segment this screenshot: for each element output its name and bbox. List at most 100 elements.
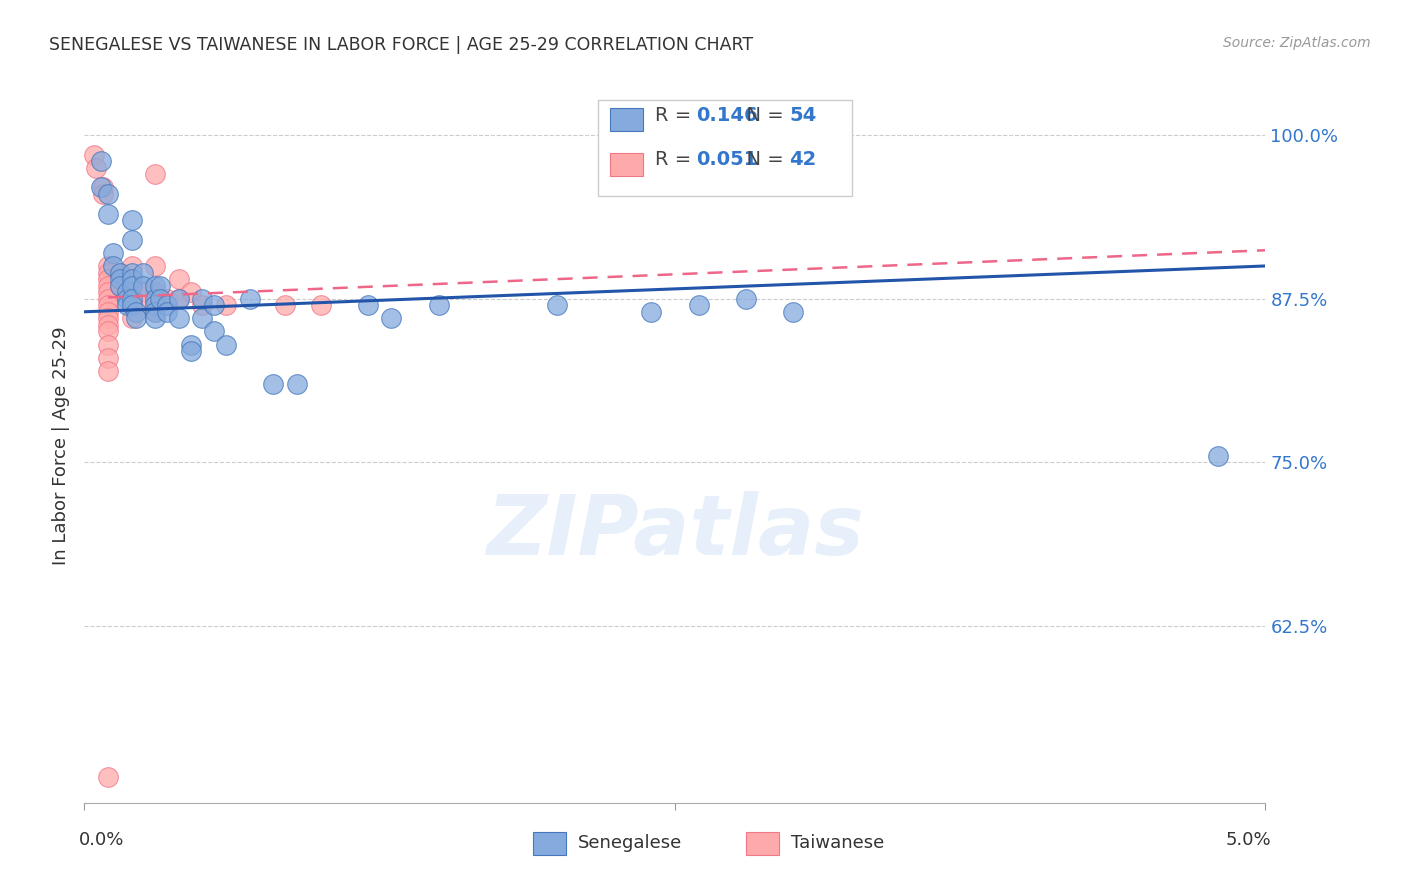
Point	[132, 285, 155, 300]
Text: 0.0%: 0.0%	[79, 831, 124, 849]
Point	[97, 266, 120, 280]
Text: 0.146: 0.146	[696, 106, 758, 125]
Point	[121, 292, 143, 306]
Point	[191, 292, 214, 306]
Point	[215, 337, 238, 351]
Point	[132, 278, 155, 293]
Point	[115, 292, 138, 306]
Point	[91, 186, 114, 201]
Point	[546, 298, 568, 312]
Point	[121, 298, 143, 312]
FancyBboxPatch shape	[610, 109, 643, 131]
Point	[167, 272, 190, 286]
Text: 42: 42	[789, 151, 817, 169]
Text: Source: ZipAtlas.com: Source: ZipAtlas.com	[1223, 36, 1371, 50]
Point	[357, 298, 380, 312]
Point	[97, 259, 120, 273]
Point	[121, 272, 143, 286]
FancyBboxPatch shape	[533, 832, 567, 855]
Point	[149, 292, 172, 306]
Point	[90, 154, 112, 169]
Point	[156, 298, 179, 312]
Point	[108, 272, 131, 286]
Text: R =: R =	[655, 151, 697, 169]
Point	[121, 266, 143, 280]
FancyBboxPatch shape	[745, 832, 779, 855]
Text: 0.051: 0.051	[696, 151, 758, 169]
Point	[1206, 449, 1229, 463]
Point	[97, 292, 120, 306]
Point	[132, 266, 155, 280]
Y-axis label: In Labor Force | Age 25-29: In Labor Force | Age 25-29	[52, 326, 70, 566]
Text: Senegalese: Senegalese	[578, 835, 682, 853]
Point	[167, 292, 190, 306]
Point	[97, 364, 120, 378]
Point	[97, 770, 120, 784]
Point	[121, 233, 143, 247]
Point	[180, 337, 202, 351]
Point	[97, 278, 120, 293]
Point	[143, 285, 166, 300]
Point	[143, 278, 166, 293]
Point	[143, 305, 166, 319]
Point	[274, 298, 297, 312]
Point	[156, 305, 179, 319]
Point	[688, 298, 710, 312]
Point	[97, 311, 120, 326]
Point	[97, 318, 120, 332]
Point	[782, 305, 804, 319]
Point	[91, 180, 114, 194]
Point	[640, 305, 662, 319]
Point	[285, 376, 308, 391]
Point	[143, 259, 166, 273]
Point	[143, 167, 166, 181]
Point	[309, 298, 332, 312]
Text: N =: N =	[734, 151, 790, 169]
Point	[97, 298, 120, 312]
Point	[167, 311, 190, 326]
Point	[167, 292, 190, 306]
Point	[143, 311, 166, 326]
Point	[180, 285, 202, 300]
Point	[143, 305, 166, 319]
Point	[121, 213, 143, 227]
Text: Taiwanese: Taiwanese	[790, 835, 884, 853]
Point	[215, 298, 238, 312]
Point	[191, 311, 214, 326]
Point	[121, 285, 143, 300]
Point	[121, 311, 143, 326]
Point	[97, 186, 120, 201]
Text: 5.0%: 5.0%	[1226, 831, 1271, 849]
Point	[191, 298, 214, 312]
FancyBboxPatch shape	[610, 153, 643, 176]
Point	[83, 147, 105, 161]
Point	[143, 292, 166, 306]
Text: N =: N =	[734, 106, 790, 125]
Point	[180, 344, 202, 359]
Point	[202, 325, 225, 339]
Point	[115, 285, 138, 300]
Point	[121, 292, 143, 306]
Point	[101, 245, 124, 260]
Point	[90, 180, 112, 194]
Point	[108, 278, 131, 293]
Text: ZIPatlas: ZIPatlas	[486, 491, 863, 572]
Point	[97, 206, 120, 220]
Point	[239, 292, 262, 306]
Point	[380, 311, 402, 326]
Point	[97, 285, 120, 300]
Point	[97, 272, 120, 286]
Point	[97, 305, 120, 319]
Point	[97, 325, 120, 339]
Point	[149, 278, 172, 293]
Point	[734, 292, 756, 306]
Point	[262, 376, 284, 391]
Point	[125, 311, 148, 326]
Point	[108, 278, 131, 293]
Point	[97, 351, 120, 365]
Point	[108, 266, 131, 280]
Point	[202, 298, 225, 312]
FancyBboxPatch shape	[598, 100, 852, 196]
Point	[121, 298, 143, 312]
Point	[125, 305, 148, 319]
